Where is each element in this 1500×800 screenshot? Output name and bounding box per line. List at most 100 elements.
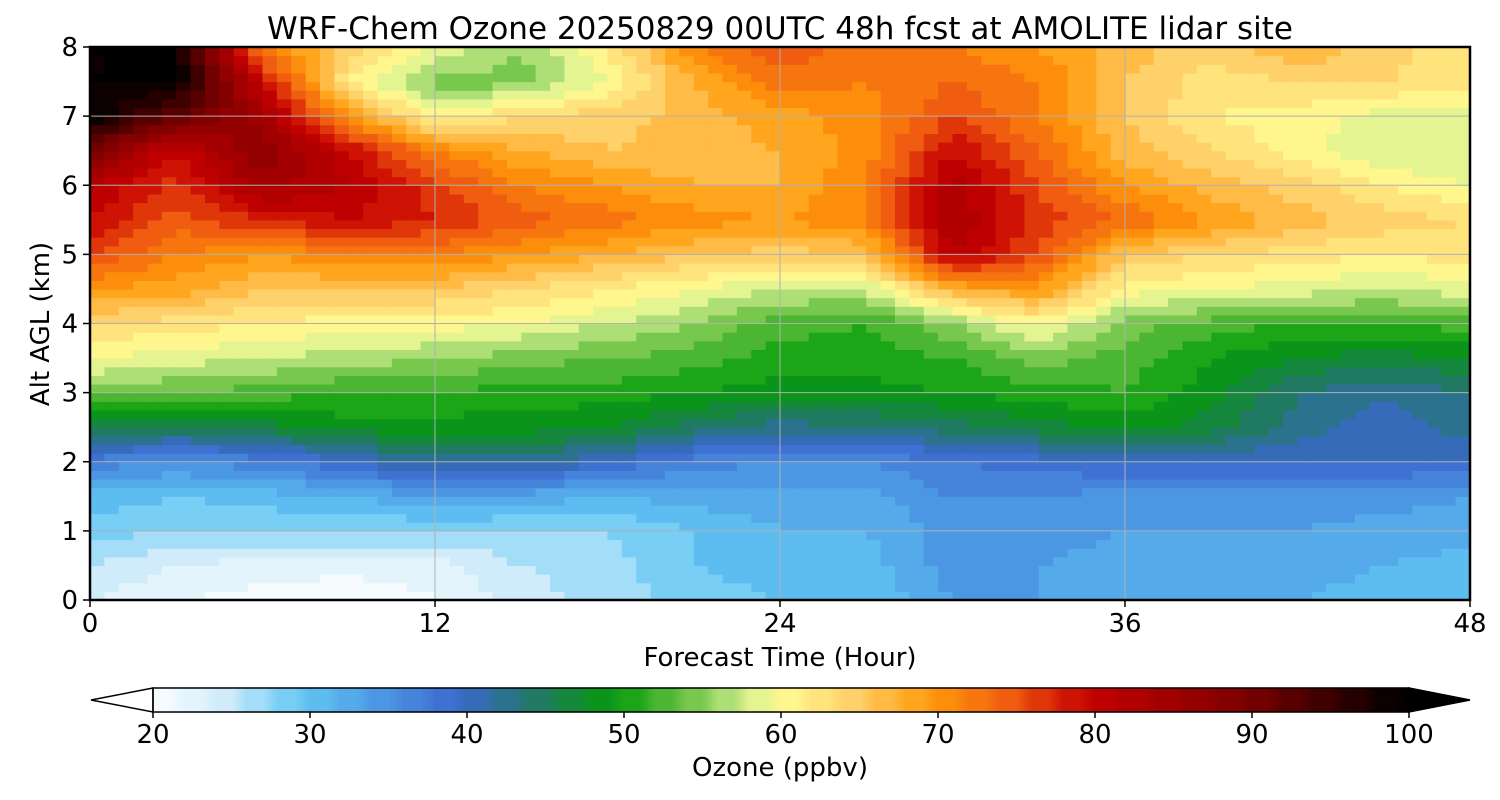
contour-cell [478, 349, 494, 359]
contour-cell [765, 176, 781, 186]
contour-cell [693, 288, 709, 299]
contour-cell [363, 245, 379, 255]
contour-cell [1268, 392, 1284, 402]
contour-cell [693, 574, 709, 584]
contour-cell [794, 574, 810, 584]
contour-cell [995, 591, 1011, 600]
contour-cell [1311, 150, 1327, 160]
contour-cell [765, 271, 781, 281]
contour-cell [420, 167, 436, 178]
contour-cell [1053, 504, 1069, 515]
contour-cell [449, 487, 465, 497]
contour-cell [679, 401, 695, 411]
contour-cell [1168, 150, 1184, 160]
contour-cell [981, 211, 997, 221]
contour-cell [118, 332, 134, 342]
contour-cell [334, 539, 350, 549]
contour-cell [1398, 237, 1414, 247]
contour-cell [219, 435, 235, 446]
contour-cell [363, 280, 379, 290]
contour-cell [909, 202, 925, 212]
contour-cell [133, 314, 149, 325]
contour-cell [291, 237, 307, 247]
contour-cell [348, 461, 364, 471]
contour-cell [320, 409, 335, 420]
contour-cell [1024, 254, 1040, 264]
contour-cell [334, 358, 350, 368]
contour-cell [291, 479, 307, 489]
contour-cell [981, 159, 997, 169]
contour-cell [751, 504, 767, 515]
contour-cell [1211, 314, 1227, 325]
contour-cell [607, 427, 623, 437]
contour-cell [1268, 366, 1284, 376]
contour-cell [305, 453, 321, 463]
contour-cell [1196, 530, 1212, 541]
contour-cell [1024, 185, 1040, 195]
contour-cell [607, 280, 623, 290]
contour-cell [521, 504, 537, 515]
contour-cell [866, 479, 882, 489]
contour-cell [377, 556, 393, 567]
contour-cell [334, 332, 350, 342]
contour-cell [1254, 306, 1270, 316]
contour-cell [1283, 254, 1299, 264]
contour-cell [1153, 358, 1169, 368]
contour-cell [1182, 366, 1198, 376]
contour-cell [348, 401, 364, 411]
contour-cell [190, 461, 206, 471]
contour-cell [780, 306, 795, 316]
contour-cell [377, 504, 393, 515]
contour-cell [722, 211, 738, 221]
contour-cell [1268, 288, 1284, 299]
contour-cell [1110, 332, 1126, 342]
contour-cell [564, 435, 580, 446]
contour-cell [1225, 271, 1241, 281]
contour-cell [449, 288, 465, 299]
contour-cell [564, 453, 580, 463]
contour-cell [104, 513, 120, 523]
contour-cell [1268, 202, 1284, 212]
contour-cell [895, 219, 910, 230]
contour-cell [981, 176, 997, 186]
contour-cell [1283, 444, 1299, 454]
contour-cell [1441, 548, 1457, 558]
contour-cell [837, 479, 853, 489]
contour-cell [1355, 574, 1370, 584]
contour-cell [449, 271, 465, 281]
contour-cell [1182, 556, 1198, 567]
contour-cell [679, 254, 695, 264]
contour-cell [233, 150, 249, 160]
contour-cell [938, 202, 954, 212]
contour-cell [851, 185, 867, 195]
contour-cell [1196, 435, 1212, 446]
contour-cell [190, 409, 206, 420]
contour-cell [981, 263, 997, 273]
contour-cell [851, 470, 867, 480]
contour-cell [320, 323, 335, 333]
contour-cell [895, 340, 910, 351]
contour-cell [952, 211, 968, 221]
contour-cell [1168, 504, 1184, 515]
contour-cell [765, 574, 781, 584]
contour-cell [176, 263, 192, 273]
contour-cell [765, 470, 781, 480]
contour-cell [1168, 167, 1184, 178]
contour-cell [966, 479, 982, 489]
contour-cell [1297, 383, 1313, 394]
contour-cell [1225, 418, 1241, 428]
contour-cell [1297, 565, 1313, 575]
contour-cell [1441, 202, 1457, 212]
contour-cell [1024, 453, 1040, 463]
contour-cell [161, 522, 177, 532]
contour-cell [90, 349, 105, 359]
contour-cell [923, 574, 939, 584]
contour-cell [1010, 548, 1025, 558]
contour-cell [147, 375, 163, 385]
contour-cell [593, 323, 609, 333]
contour-cell [1340, 271, 1356, 281]
contour-cell [1254, 496, 1270, 506]
contour-cell [693, 548, 709, 558]
contour-cell [650, 323, 666, 333]
contour-cell [1326, 150, 1342, 160]
